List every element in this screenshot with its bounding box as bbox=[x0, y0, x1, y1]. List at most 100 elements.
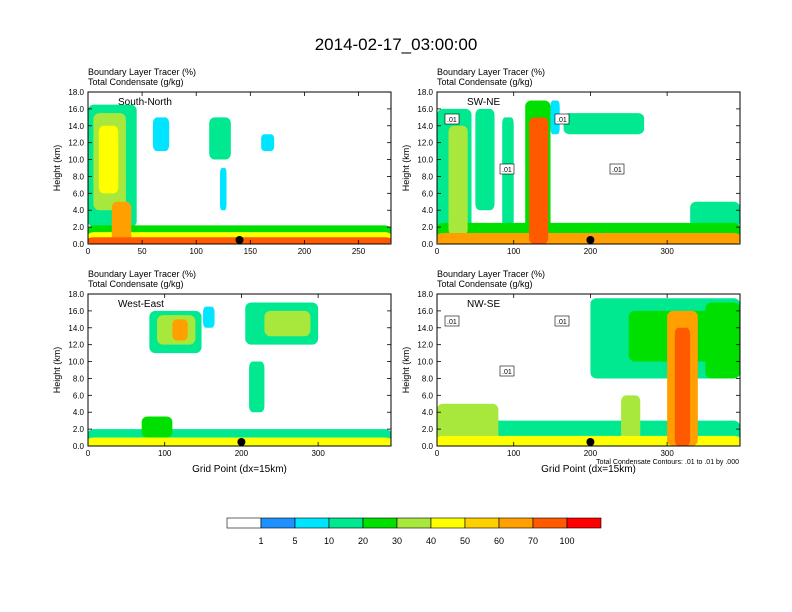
contour-label-box bbox=[609, 163, 625, 175]
y-axis-label: Height (km) bbox=[52, 145, 62, 192]
y-tick-label: 8.0 bbox=[422, 374, 434, 383]
legend-swatch bbox=[294, 517, 330, 529]
x-tick-label: 100 bbox=[507, 247, 521, 256]
contour-label-box bbox=[499, 365, 515, 377]
panel-label: South-North bbox=[118, 97, 172, 108]
legend-swatch bbox=[396, 517, 432, 529]
panel-label: NW-SE bbox=[467, 299, 500, 310]
y-tick-label: 2.0 bbox=[73, 223, 85, 232]
y-tick-label: 12.0 bbox=[68, 139, 84, 148]
legend-swatch bbox=[532, 517, 568, 529]
shaded-region bbox=[563, 113, 645, 135]
y-tick-label: 4.0 bbox=[73, 206, 85, 215]
shaded-region bbox=[690, 201, 740, 228]
contour-label-box bbox=[554, 315, 570, 327]
plot-frame bbox=[436, 293, 741, 447]
y-tick-label: 18.0 bbox=[68, 290, 84, 299]
legend-label: 30 bbox=[392, 536, 402, 546]
x-tick-label: 250 bbox=[352, 247, 366, 256]
shaded-region bbox=[249, 361, 265, 413]
y-tick-label: 8.0 bbox=[422, 172, 434, 181]
panel-south-north: Boundary Layer Tracer (%)Total Condensat… bbox=[52, 67, 392, 256]
surface-marker bbox=[235, 236, 244, 244]
plot-area bbox=[88, 302, 391, 446]
plot-area: .01 .01 .01 .01 bbox=[437, 100, 740, 244]
y-tick-label: 12.0 bbox=[68, 341, 84, 350]
legend-label: 20 bbox=[358, 536, 368, 546]
contour-label: .01 bbox=[612, 167, 622, 174]
y-tick-label: 14.0 bbox=[68, 122, 84, 131]
panel-title-line1: Boundary Layer Tracer (%) bbox=[437, 269, 545, 279]
shaded-region bbox=[264, 310, 311, 337]
plot-area bbox=[88, 104, 391, 244]
y-tick-label: 4.0 bbox=[422, 408, 434, 417]
contour-label-box bbox=[554, 113, 570, 125]
y-tick-label: 0.0 bbox=[73, 240, 85, 249]
contour-label-box bbox=[499, 163, 515, 175]
y-tick-label: 2.0 bbox=[422, 223, 434, 232]
y-tick-label: 16.0 bbox=[417, 105, 433, 114]
contour-label-box bbox=[444, 315, 460, 327]
y-tick-label: 18.0 bbox=[68, 88, 84, 97]
legend-swatch bbox=[260, 517, 296, 529]
y-tick-label: 12.0 bbox=[417, 139, 433, 148]
contour-label: .01 bbox=[502, 167, 512, 174]
y-tick-label: 4.0 bbox=[73, 408, 85, 417]
y-tick-label: 2.0 bbox=[422, 425, 434, 434]
panel-nw-se: Boundary Layer Tracer (%)Total Condensat… bbox=[401, 269, 741, 475]
y-tick-label: 14.0 bbox=[68, 324, 84, 333]
y-tick-label: 0.0 bbox=[422, 442, 434, 451]
shaded-region bbox=[203, 306, 215, 328]
y-axis-label: Height (km) bbox=[401, 347, 411, 394]
x-tick-label: 300 bbox=[660, 449, 674, 458]
x-tick-label: 200 bbox=[235, 449, 249, 458]
x-tick-label: 0 bbox=[86, 247, 91, 256]
panel-title-line2: Total Condensate (g/kg) bbox=[437, 279, 533, 289]
y-tick-label: 10.0 bbox=[417, 358, 433, 367]
legend-label: 40 bbox=[426, 536, 436, 546]
x-axis-label: Grid Point (dx=15km) bbox=[541, 464, 636, 475]
x-tick-label: 100 bbox=[507, 449, 521, 458]
shaded-region bbox=[111, 201, 132, 244]
y-tick-label: 6.0 bbox=[422, 391, 434, 400]
plot-frame bbox=[87, 91, 392, 245]
legend-swatch bbox=[498, 517, 534, 529]
panel-sw-ne: Boundary Layer Tracer (%)Total Condensat… bbox=[401, 67, 741, 256]
x-tick-label: 150 bbox=[244, 247, 258, 256]
legend-label: 70 bbox=[528, 536, 538, 546]
legend-label: 50 bbox=[460, 536, 470, 546]
x-tick-label: 100 bbox=[190, 247, 204, 256]
y-tick-label: 18.0 bbox=[417, 88, 433, 97]
y-tick-label: 0.0 bbox=[73, 442, 85, 451]
y-tick-label: 16.0 bbox=[417, 307, 433, 316]
panel-title-line1: Boundary Layer Tracer (%) bbox=[88, 269, 196, 279]
y-tick-label: 10.0 bbox=[68, 358, 84, 367]
panel-title-line2: Total Condensate (g/kg) bbox=[88, 77, 184, 87]
panel-title-line1: Boundary Layer Tracer (%) bbox=[88, 67, 196, 77]
y-tick-label: 0.0 bbox=[422, 240, 434, 249]
x-tick-label: 0 bbox=[86, 449, 91, 458]
contour-label-box bbox=[444, 113, 460, 125]
shaded-region bbox=[220, 168, 227, 211]
legend-swatch bbox=[226, 517, 262, 529]
shaded-region bbox=[448, 125, 468, 236]
x-tick-label: 100 bbox=[158, 449, 172, 458]
legend-label: 1 bbox=[258, 536, 263, 546]
y-tick-label: 4.0 bbox=[422, 206, 434, 215]
y-tick-label: 8.0 bbox=[73, 172, 85, 181]
contour-label: .01 bbox=[502, 369, 512, 376]
plot-area: .01 .01 .01 bbox=[437, 298, 740, 446]
contour-note: Total Condensate Contours: .01 to .01 by… bbox=[596, 459, 739, 466]
y-tick-label: 6.0 bbox=[73, 189, 85, 198]
panel-title-line2: Total Condensate (g/kg) bbox=[88, 279, 184, 289]
x-tick-label: 200 bbox=[584, 449, 598, 458]
shaded-region bbox=[621, 395, 641, 446]
panel-label: West-East bbox=[118, 299, 164, 310]
y-tick-label: 14.0 bbox=[417, 324, 433, 333]
legend-label: 100 bbox=[559, 536, 574, 546]
x-tick-label: 300 bbox=[311, 449, 325, 458]
color-legend: 1 5 10 20 30 40 50 60 70 100 bbox=[226, 517, 602, 546]
y-tick-label: 12.0 bbox=[417, 341, 433, 350]
x-tick-label: 0 bbox=[435, 449, 440, 458]
